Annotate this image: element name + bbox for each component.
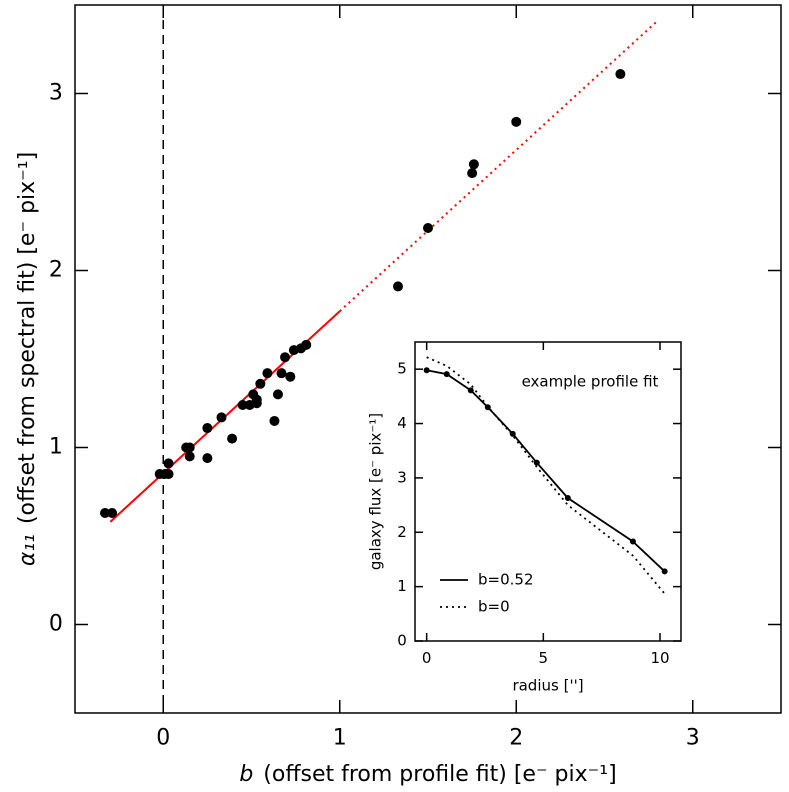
y-tick-label: 4 <box>397 414 407 432</box>
y-tick-label: 2 <box>49 258 63 283</box>
x-label-text: (offset from profile fit) [e⁻ pix⁻¹] <box>263 762 616 787</box>
data-point <box>468 159 479 170</box>
y-tick-label: 3 <box>397 468 407 486</box>
data-point <box>484 404 491 411</box>
y-axis-label: galaxy flux [e⁻ pix⁻¹] <box>367 413 385 570</box>
data-point <box>564 495 571 502</box>
x-tick-label: 1 <box>333 725 347 750</box>
data-point <box>262 368 273 379</box>
y-tick-label: 1 <box>397 577 407 595</box>
data-point <box>255 378 266 389</box>
data-point <box>423 223 433 234</box>
x-tick-label: 2 <box>509 725 523 750</box>
data-point <box>511 116 522 127</box>
data-point <box>615 69 626 80</box>
y-label-symbol: α₁₁ <box>15 534 40 566</box>
data-point <box>533 459 540 466</box>
legend-label: b=0 <box>478 598 510 616</box>
x-axis-label: b (offset from profile fit) [e⁻ pix⁻¹] <box>239 762 616 787</box>
data-point <box>227 433 238 444</box>
data-point <box>251 394 262 405</box>
data-point <box>269 415 280 426</box>
chart-title: example profile fit <box>522 373 659 391</box>
x-tick-label: 0 <box>156 725 170 750</box>
data-point <box>202 453 213 464</box>
plot-frame <box>414 341 682 642</box>
x-tick-label: 5 <box>539 649 549 667</box>
x-axis-label: radius [''] <box>512 677 583 695</box>
y-axis-label: α₁₁ (offset from spectral fit) [e⁻ pix⁻¹] <box>15 152 40 566</box>
data-point <box>272 389 283 400</box>
legend-label: b=0.52 <box>478 571 534 589</box>
data-point <box>276 368 287 379</box>
data-point <box>301 339 312 350</box>
data-point <box>392 281 403 292</box>
y-tick-label: 2 <box>397 523 407 541</box>
data-point <box>509 430 516 437</box>
data-point <box>423 367 430 374</box>
y-tick-label: 0 <box>49 612 63 637</box>
data-point <box>184 451 195 462</box>
data-point <box>216 412 227 423</box>
data-point <box>163 458 174 469</box>
data-point <box>163 469 174 480</box>
y-label-text: (offset from spectral fit) [e⁻ pix⁻¹] <box>15 152 40 524</box>
data-point <box>107 507 118 518</box>
data-point <box>100 507 111 518</box>
data-point <box>237 400 248 411</box>
series-line <box>426 356 666 595</box>
data-point <box>285 371 296 382</box>
x-label-symbol: b <box>239 762 253 787</box>
x-tick-label: 0 <box>422 649 432 667</box>
y-tick-label: 1 <box>49 435 63 460</box>
x-tick-label: 10 <box>650 649 669 667</box>
y-tick-label: 5 <box>397 360 407 378</box>
data-point <box>629 538 636 545</box>
x-tick-label: 3 <box>686 725 700 750</box>
data-point <box>184 442 195 453</box>
data-point <box>661 568 668 575</box>
data-point <box>467 168 478 179</box>
data-point <box>280 352 291 363</box>
data-point <box>467 387 474 394</box>
data-point <box>202 423 213 434</box>
y-tick-label: 0 <box>397 632 407 650</box>
data-point <box>443 371 450 378</box>
y-tick-label: 3 <box>49 81 63 106</box>
